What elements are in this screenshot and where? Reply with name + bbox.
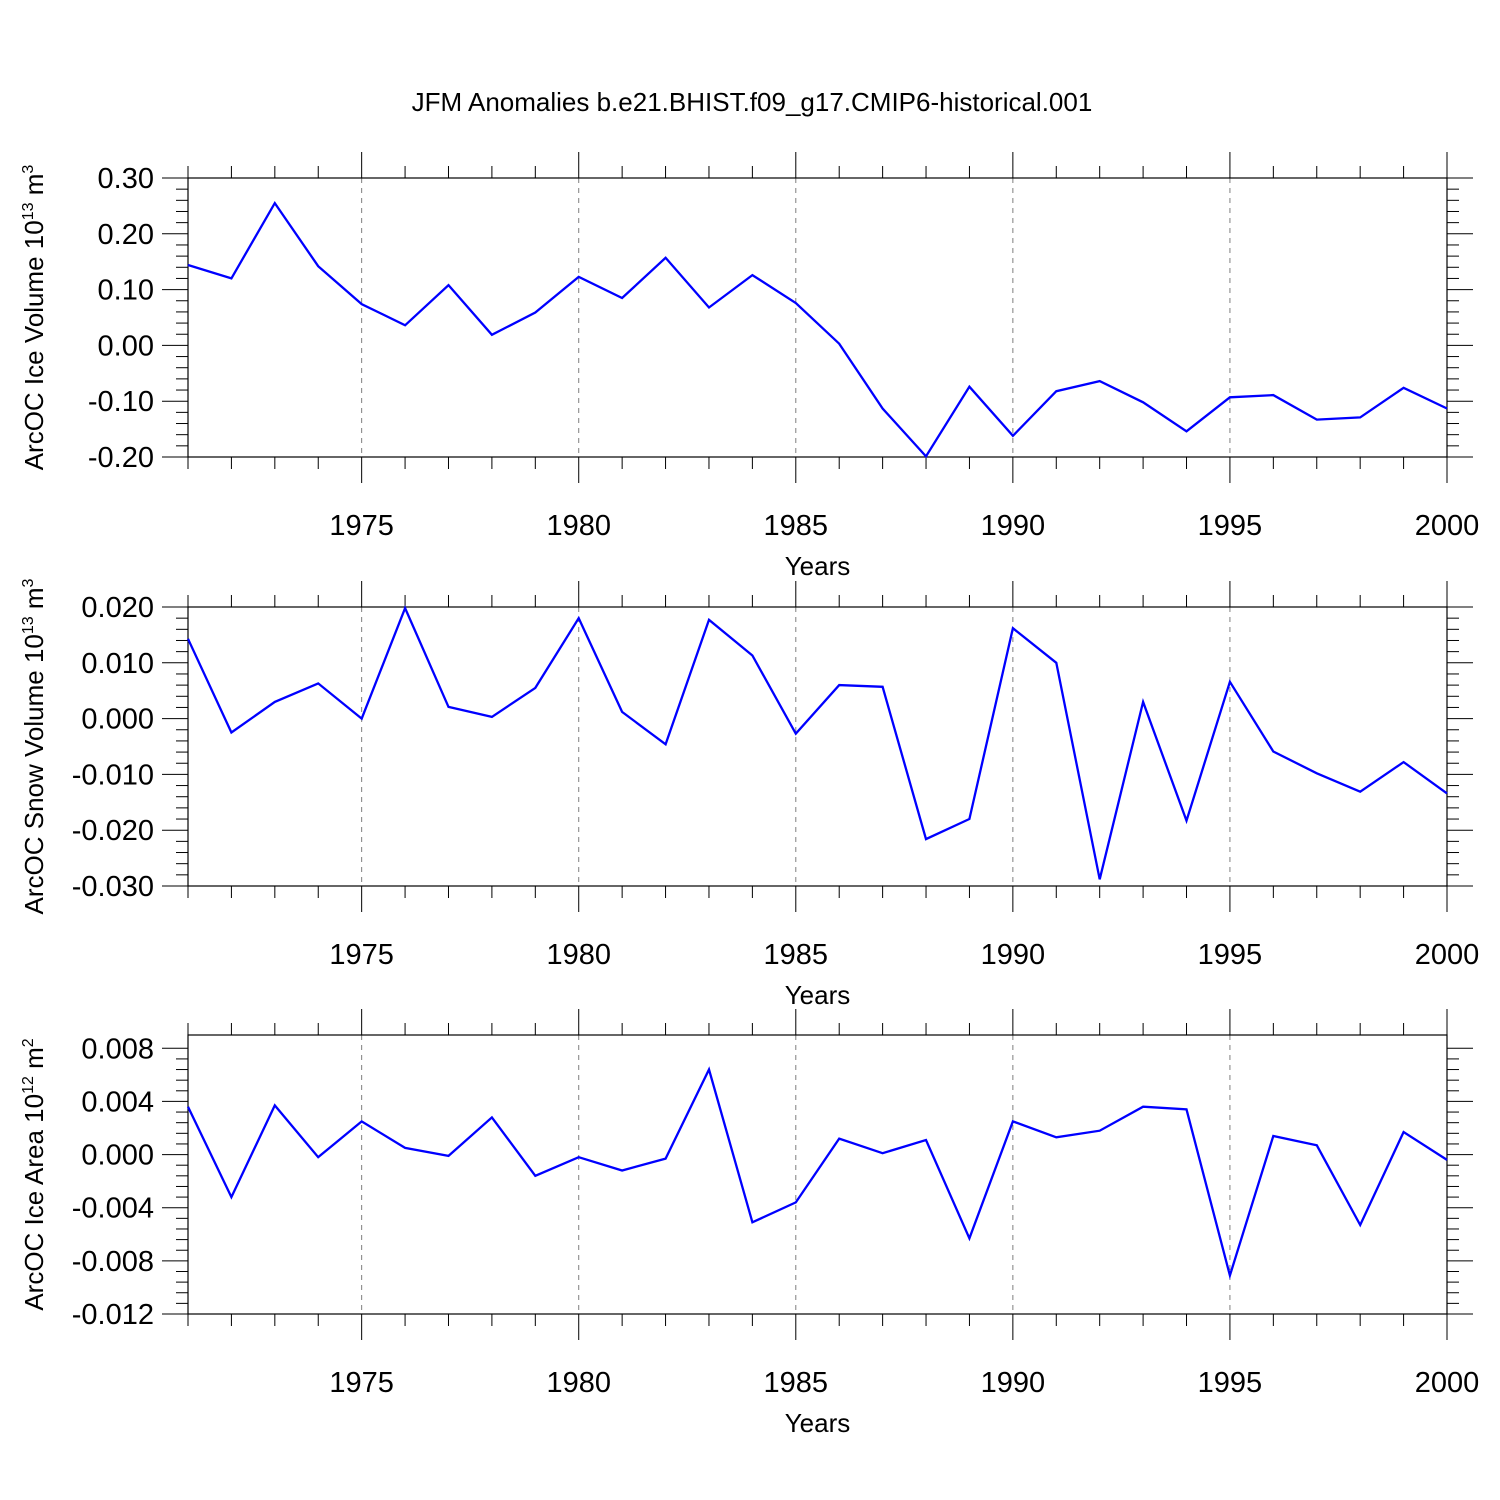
x-tick-label: 1995 xyxy=(1198,510,1263,542)
x-tick-label: 1985 xyxy=(764,1367,829,1399)
x-tick-label: 1990 xyxy=(981,1367,1046,1399)
x-tick-label: 1990 xyxy=(981,510,1046,542)
y-axis-label-text: ArcOC Ice Volume 10 xyxy=(19,220,49,470)
y-axis-label-unit-exponent: 3 xyxy=(20,165,37,174)
y-tick-label: -0.020 xyxy=(72,815,154,847)
chart-panel-1: -0.20 -0.10 0.00 0.10 0.20 0.30 1975 1980 1985 19… xyxy=(19,152,1479,581)
x-tick-label: 2000 xyxy=(1415,510,1480,542)
x-tick-label: 2000 xyxy=(1415,939,1480,971)
x-tick-label: 1975 xyxy=(329,939,394,971)
y-tick-label: 0.10 xyxy=(98,275,154,307)
y-tick-label: -0.030 xyxy=(72,871,154,903)
y-tick-label: 0.000 xyxy=(81,704,154,736)
y-tick-label: 0.00 xyxy=(98,330,154,362)
y-axis-label-unit-exponent: 3 xyxy=(20,578,37,587)
y-axis-label-unit: m xyxy=(19,174,49,203)
y-tick-label: 0.008 xyxy=(81,1033,154,1065)
x-tick-label: 1980 xyxy=(546,1367,611,1399)
y-tick-label: -0.012 xyxy=(72,1299,154,1331)
y-tick-label: 0.010 xyxy=(81,648,154,680)
x-tick-label: 1975 xyxy=(329,510,394,542)
y-tick-label: -0.008 xyxy=(72,1246,154,1278)
x-tick-label: 1990 xyxy=(981,939,1046,971)
y-axis-label: ArcOC Ice Area 1012 m2 xyxy=(19,1038,49,1310)
chart-panel-2: -0.030 -0.020 -0.010 0.000 0.010 0.020 1975 198… xyxy=(19,578,1479,1010)
y-tick-label: 0.20 xyxy=(98,219,154,251)
y-tick-label: -0.10 xyxy=(88,386,154,418)
plot-frame xyxy=(187,1034,1448,1315)
y-tick-label: -0.20 xyxy=(88,442,154,474)
y-tick-label: 0.000 xyxy=(81,1140,154,1172)
series-line xyxy=(187,200,1448,459)
series-line xyxy=(186,1066,1448,1280)
y-axis-label-unit: m xyxy=(19,587,49,616)
x-tick-label: 1975 xyxy=(329,1367,394,1399)
y-tick-label: 0.30 xyxy=(98,163,154,195)
x-tick-label: 1985 xyxy=(764,510,829,542)
figure-title: JFM Anomalies b.e21.BHIST.f09_g17.CMIP6-… xyxy=(412,87,1093,117)
y-axis-label-text: ArcOC Ice Area 10 xyxy=(19,1094,49,1311)
x-tick-label: 1995 xyxy=(1198,939,1263,971)
y-axis-label-exponent: 13 xyxy=(20,202,37,220)
plot-frame xyxy=(187,606,1448,887)
x-tick-label: 1985 xyxy=(764,939,829,971)
x-tick-label: 1995 xyxy=(1198,1367,1263,1399)
panels: -0.20 -0.10 0.00 0.10 0.20 0.30 1975 1980 1985 19… xyxy=(19,152,1479,1438)
y-tick-label: -0.010 xyxy=(72,759,154,791)
plot-frame xyxy=(187,177,1448,458)
y-axis-label-unit-exponent: 2 xyxy=(20,1038,37,1047)
y-axis-label-text: ArcOC Snow Volume 10 xyxy=(19,634,49,914)
x-tick-label: 2000 xyxy=(1415,1367,1480,1399)
x-axis-label: Years xyxy=(785,1408,851,1438)
x-axis-label: Years xyxy=(785,551,851,581)
x-tick-label: 1980 xyxy=(546,510,611,542)
chart-panel-3: -0.012 -0.008 -0.004 0.000 0.004 0.008 1975 198… xyxy=(19,1009,1479,1438)
y-tick-label: 0.020 xyxy=(81,592,154,624)
y-axis-label-exponent: 13 xyxy=(20,616,37,634)
y-tick-label: -0.004 xyxy=(72,1193,154,1225)
x-tick-label: 1980 xyxy=(546,939,611,971)
y-axis-label-unit: m xyxy=(19,1047,49,1076)
series-line xyxy=(186,605,1448,880)
y-axis-label: ArcOC Ice Volume 1013 m3 xyxy=(19,165,49,471)
y-axis-label-exponent: 12 xyxy=(20,1076,37,1094)
y-axis-label: ArcOC Snow Volume 1013 m3 xyxy=(19,578,49,914)
y-tick-label: 0.004 xyxy=(81,1086,154,1118)
x-axis-label: Years xyxy=(785,980,851,1010)
